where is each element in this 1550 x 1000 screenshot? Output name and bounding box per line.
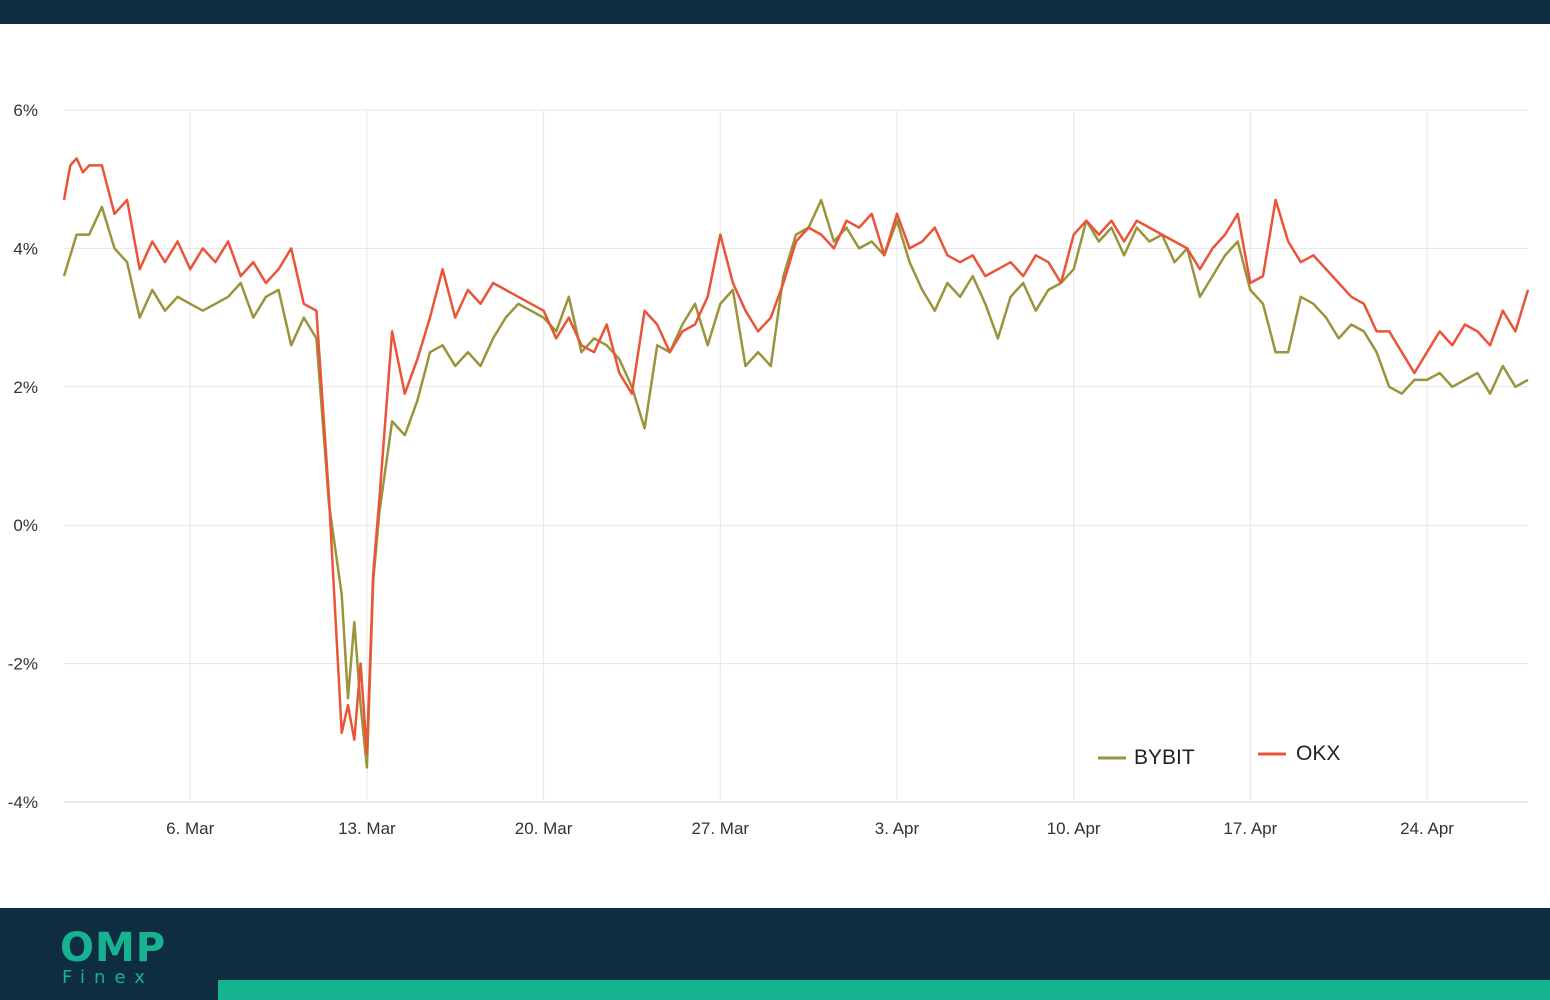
x-tick-label: 10. Apr (1047, 819, 1101, 838)
y-axis-labels: 6% 4% 2% 0% -2% -4% (8, 101, 38, 812)
legend-label-okx: OKX (1296, 742, 1340, 765)
y-tick-label: 6% (13, 101, 38, 120)
x-tick-label: 13. Mar (338, 819, 396, 838)
x-tick-label: 20. Mar (515, 819, 573, 838)
line-chart: 6% 4% 2% 0% -2% -4% 6. Mar 13. Mar 20. Mar 27. M… (8, 101, 1530, 838)
series-line-bybit (62, 198, 1529, 769)
x-tick-label: 3. Apr (875, 819, 920, 838)
y-tick-label: 2% (13, 378, 38, 397)
top-header-bar (0, 0, 1550, 24)
x-tick-label: 27. Mar (691, 819, 749, 838)
legend-item-okx[interactable]: OKX (1258, 742, 1340, 765)
x-tick-label: 24. Apr (1400, 819, 1454, 838)
omp-finex-logo: OMP Finex (60, 928, 180, 992)
x-tick-label: 6. Mar (166, 819, 215, 838)
chart-legend[interactable]: BYBIT OKX (1098, 742, 1340, 769)
legend-item-bybit[interactable]: BYBIT (1098, 746, 1195, 769)
footer-bar: OMP Finex (0, 908, 1550, 1000)
y-tick-label: 4% (13, 239, 38, 258)
series-line-okx (62, 157, 1530, 755)
logo-subtitle: Finex (62, 967, 154, 988)
legend-label-bybit: BYBIT (1134, 746, 1195, 769)
series-lines (62, 157, 1530, 769)
y-tick-label: -4% (8, 793, 38, 812)
x-tick-label: 17. Apr (1223, 819, 1277, 838)
x-axis-labels: 6. Mar 13. Mar 20. Mar 27. Mar 3. Apr 10. Apr… (166, 819, 1454, 838)
footer-accent-stripe (218, 980, 1550, 1000)
y-tick-label: -2% (8, 655, 38, 674)
logo-wordmark: OMP (60, 925, 167, 971)
grid-lines (64, 109, 1528, 803)
y-tick-label: 0% (13, 516, 38, 535)
chart-container: 6% 4% 2% 0% -2% -4% 6. Mar 13. Mar 20. Mar 27. M… (0, 24, 1550, 908)
